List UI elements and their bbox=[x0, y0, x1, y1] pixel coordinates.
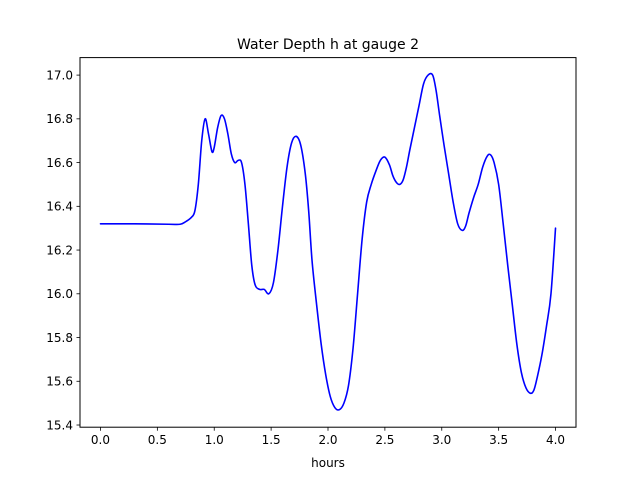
x-tick-label: 3.5 bbox=[489, 433, 508, 447]
x-tick-label: 2.5 bbox=[375, 433, 394, 447]
series-line bbox=[99, 72, 557, 411]
y-tick-label: 16.8 bbox=[46, 112, 73, 126]
y-tick-label: 16.4 bbox=[46, 200, 73, 214]
x-tick-label: 4.0 bbox=[546, 433, 565, 447]
x-tick-label: 1.0 bbox=[205, 433, 224, 447]
y-tick-label: 15.6 bbox=[46, 375, 73, 389]
x-tick-label: 1.5 bbox=[262, 433, 281, 447]
x-tick-label: 0.0 bbox=[91, 433, 110, 447]
y-tick-label: 16.2 bbox=[46, 243, 73, 257]
y-tick-label: 16.0 bbox=[46, 287, 73, 301]
x-tick-label: 2.0 bbox=[318, 433, 337, 447]
y-tick-label: 16.6 bbox=[46, 156, 73, 170]
x-tick-label: 0.5 bbox=[148, 433, 167, 447]
plot-area-frame bbox=[79, 57, 577, 428]
y-tick-label: 17.0 bbox=[46, 68, 73, 82]
axis-ticks: 0.0 0.5 1.0 1.5 2.0 2.5 3.0 3.5 4.0 15.4 15.6 15.8 1… bbox=[46, 68, 565, 447]
chart-title: Water Depth h at gauge 2 bbox=[237, 37, 419, 53]
x-axis-label: hours bbox=[311, 456, 345, 470]
y-tick-label: 15.4 bbox=[46, 418, 73, 432]
y-tick-label: 15.8 bbox=[46, 331, 73, 345]
x-tick-label: 3.0 bbox=[432, 433, 451, 447]
